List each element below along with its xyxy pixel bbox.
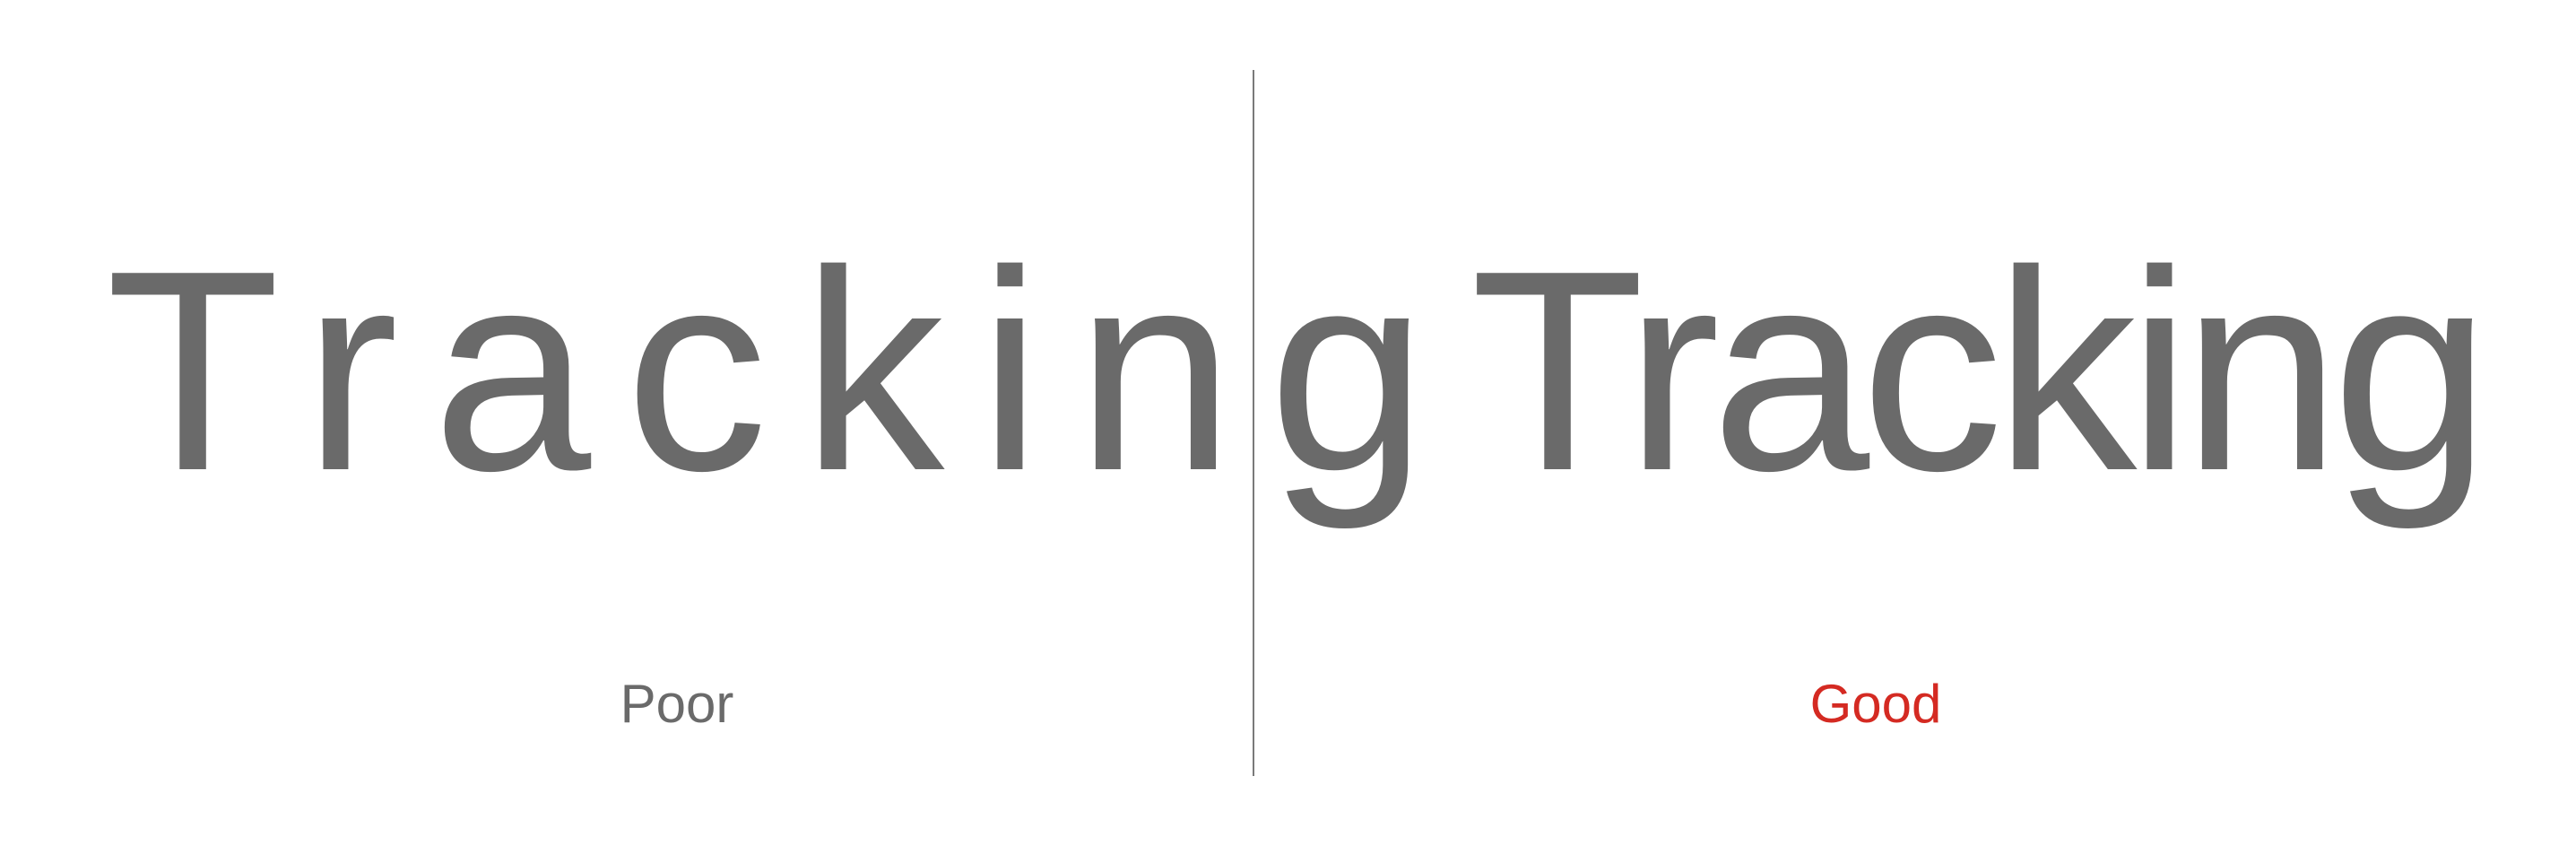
poor-tracking-sample: Tracking <box>106 212 1461 530</box>
center-divider <box>1253 70 1254 776</box>
good-tracking-sample: Tracking <box>1470 212 2491 530</box>
good-label: Good <box>1809 674 1942 734</box>
poor-label: Poor <box>620 674 734 734</box>
poor-example-panel: Tracking Poor <box>0 0 1427 846</box>
good-example-panel: Tracking Good <box>1255 0 2576 846</box>
